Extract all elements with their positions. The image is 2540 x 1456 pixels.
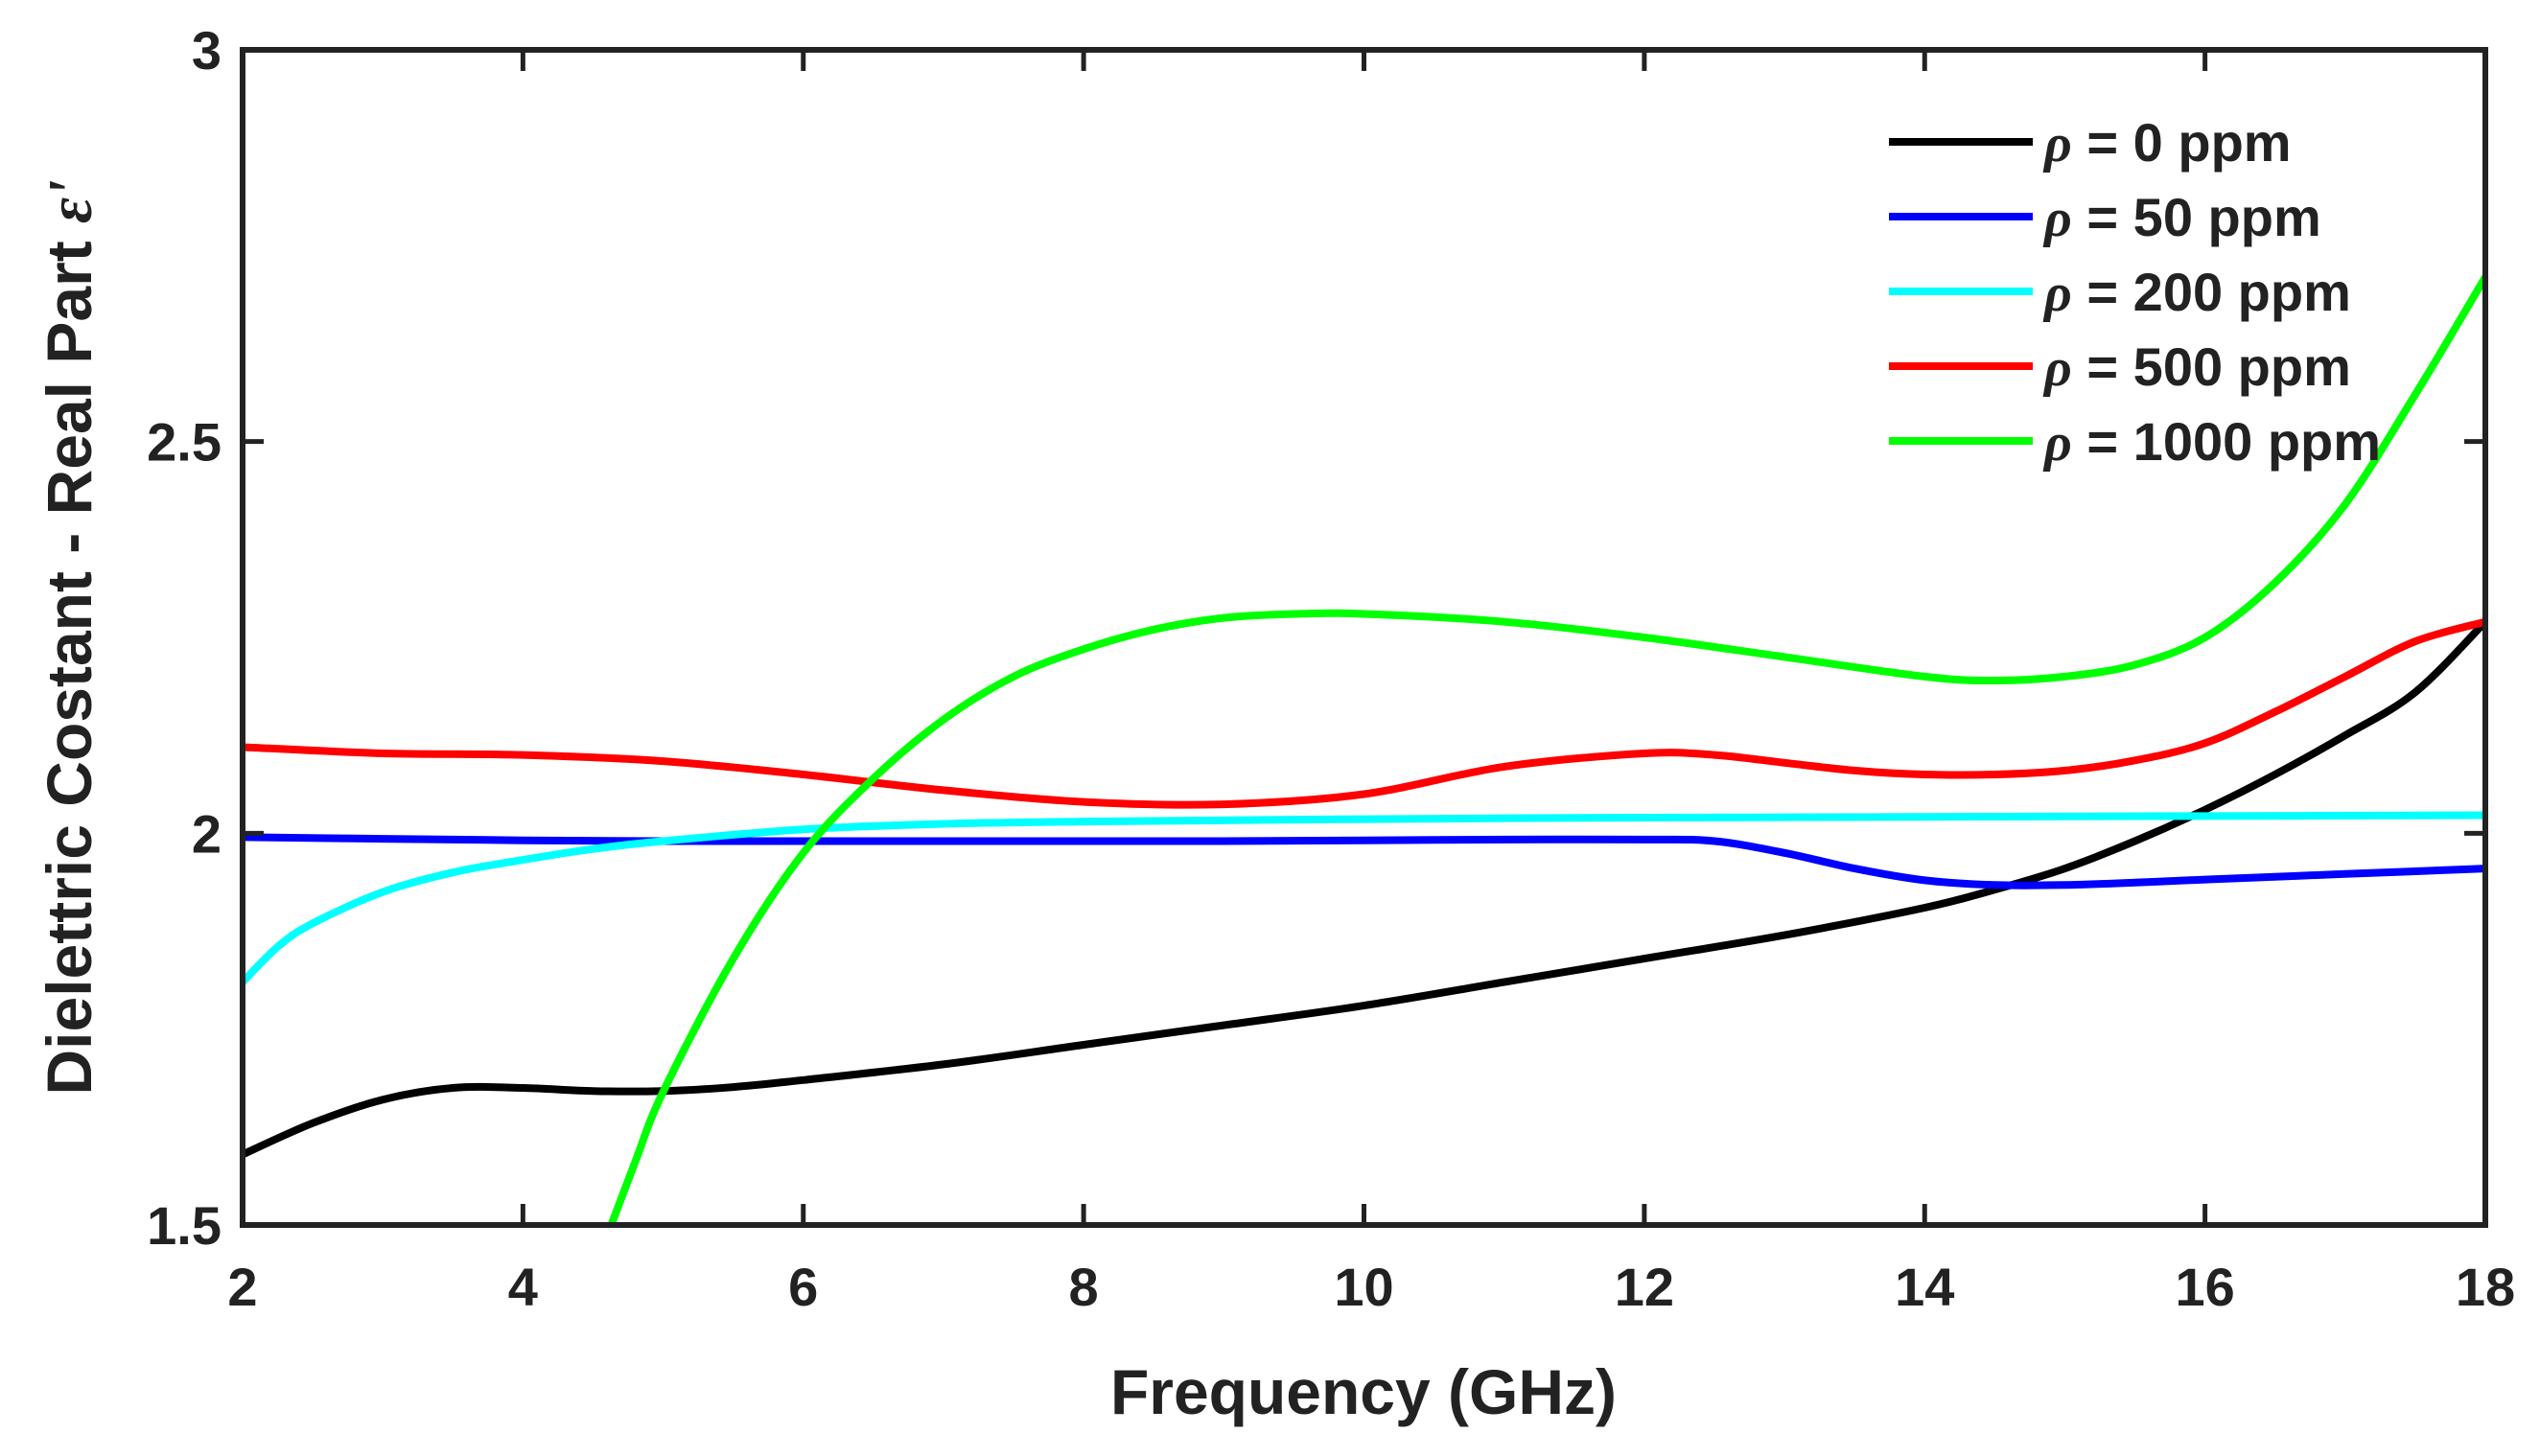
x-tick-label: 2 [227,1257,257,1317]
tick-layer: 2 4 6 8 10 12 14 16 181.522.53 [147,20,2515,1317]
legend-entry-text: = 0 ppm [2072,112,2292,173]
legend-entry-text: = 1000 ppm [2072,411,2381,472]
x-tick-label: 4 [508,1257,538,1317]
legend-entry-text: = 200 ppm [2072,262,2351,322]
x-tick-label: 10 [1334,1257,1393,1317]
legend-rho-symbol: ρ [2042,338,2072,398]
legend-rho-symbol: ρ [2042,114,2072,173]
y-axis-label-symbol: ε' [35,180,105,223]
series-line-500-ppm [242,617,2487,809]
legend-rho-symbol: ρ [2042,189,2072,248]
y-tick-label: 2.5 [147,412,221,473]
y-tick-label: 3 [192,20,221,81]
legend-rho-symbol: ρ [2042,264,2072,323]
series-line-1000-ppm [607,274,2489,1227]
y-axis-label: Dielettric Costant - Real Part ε' [34,180,105,1096]
legend-entry-label: ρ = 500 ppm [2042,336,2351,398]
series-layer [240,274,2489,1227]
legend-entry-label: ρ = 200 ppm [2042,262,2351,323]
x-axis-label: Frequency (GHz) [1110,1356,1617,1427]
legend-entry-text: = 50 ppm [2072,187,2321,247]
legend-entry-label: ρ = 50 ppm [2042,187,2321,248]
y-tick-label: 1.5 [147,1195,221,1256]
y-axis-label-main: Dielettric Costant - Real Part [34,223,105,1096]
series-line-200-ppm [240,811,2486,985]
legend-entry-label: ρ = 1000 ppm [2042,411,2381,473]
legend-rho-symbol: ρ [2042,413,2072,473]
legend-entry-label: ρ = 0 ppm [2042,112,2292,173]
x-tick-label: 12 [1615,1257,1674,1317]
x-tick-label: 18 [2456,1257,2515,1317]
series-line-0-ppm [241,618,2488,1159]
x-tick-label: 14 [1895,1257,1954,1317]
x-tick-label: 8 [1069,1257,1099,1317]
x-tick-label: 16 [2175,1257,2234,1317]
x-tick-label: 6 [788,1257,818,1317]
y-tick-label: 2 [192,803,221,864]
legend-entry-text: = 500 ppm [2072,336,2351,397]
